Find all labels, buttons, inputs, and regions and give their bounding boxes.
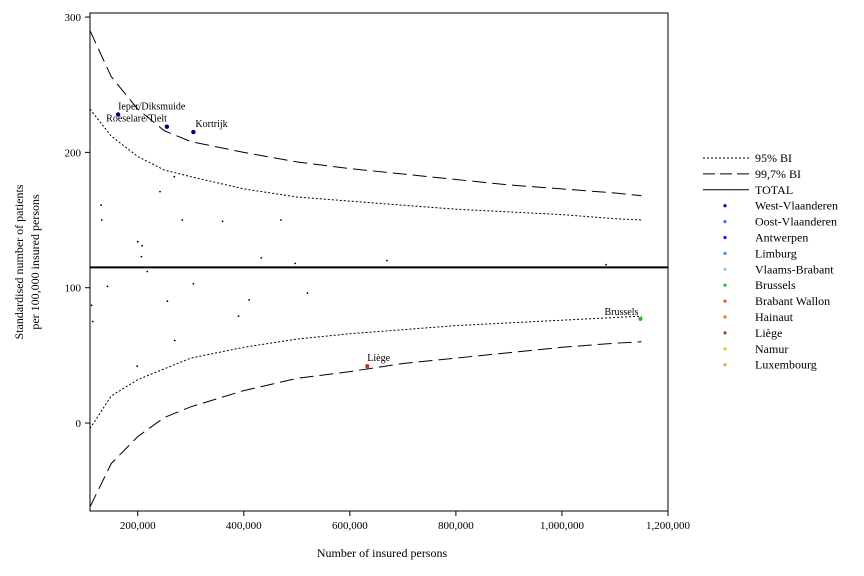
- point-label: Brussels: [604, 307, 638, 318]
- legend-marker: [723, 283, 727, 287]
- data-point: [260, 257, 263, 259]
- legend: 95% BI 99,7% BI TOTAL West-Vlaanderen Oost-V…: [703, 151, 838, 372]
- data-point: [386, 259, 388, 262]
- data-point: [192, 282, 195, 285]
- data-point: [173, 339, 176, 342]
- legend-entry: Brussels: [755, 278, 796, 292]
- data-point: [106, 285, 109, 288]
- data-point: [100, 219, 103, 221]
- labeled-data-point: [115, 112, 121, 117]
- band-997-lower-line: [89, 341, 642, 508]
- data-point: [294, 262, 297, 265]
- labeled-data-point: [365, 364, 370, 369]
- x-tick-label: 200,000: [120, 520, 156, 532]
- data-point: [248, 299, 251, 301]
- data-point: [146, 270, 149, 273]
- legend-entry: Vlaams-Brabant: [755, 262, 834, 276]
- point-label: Kortrijk: [195, 119, 227, 130]
- legend-marker: [723, 363, 727, 367]
- data-point: [166, 300, 169, 303]
- labeled-data-point: [191, 129, 196, 135]
- y-axis-label-line1: Standardised number of patients: [12, 184, 26, 339]
- data-point: [141, 244, 143, 247]
- legend-marker: [723, 267, 727, 271]
- x-tick-label: 600,000: [332, 520, 368, 532]
- plot-frame: [89, 12, 669, 512]
- legend-marker: [723, 204, 727, 208]
- x-axis-label: Number of insured persons: [317, 546, 448, 560]
- y-tick-label: 100: [65, 283, 82, 295]
- data-point: [173, 175, 176, 178]
- legend-entry: 95% BI: [755, 151, 792, 165]
- data-point: [90, 304, 93, 307]
- y-axis: 0 100 200 300: [65, 12, 90, 430]
- data-point: [306, 292, 309, 294]
- point-label: Roeselare/Tielt: [106, 114, 167, 125]
- x-tick-label: 400,000: [226, 520, 262, 532]
- legend-entry: Luxembourg: [755, 358, 817, 372]
- y-tick-label: 300: [65, 12, 82, 24]
- legend-entry: 99,7% BI: [755, 167, 801, 181]
- data-point: [280, 219, 282, 221]
- legend-marker: [723, 315, 727, 319]
- data-point: [100, 204, 102, 207]
- y-axis-label-line2: per 100,000 insured persons: [28, 194, 42, 330]
- band-95-upper-line: [89, 108, 642, 221]
- data-point: [221, 220, 224, 223]
- legend-entry: Brabant Wallon: [755, 294, 830, 308]
- x-tick-label: 1,200,000: [646, 520, 691, 532]
- legend-marker: [723, 331, 727, 335]
- legend-entry: Namur: [755, 342, 788, 356]
- data-point: [136, 240, 139, 243]
- legend-marker: [723, 220, 727, 224]
- y-tick-label: 200: [65, 147, 82, 159]
- x-tick-label: 800,000: [438, 520, 474, 532]
- band-95-lower-line: [89, 315, 642, 429]
- data-point: [181, 219, 184, 221]
- legend-marker: [723, 235, 727, 240]
- point-label: Ieper/Diksmuide: [118, 102, 186, 113]
- legend-entry: Limburg: [755, 246, 797, 260]
- legend-entry: TOTAL: [755, 183, 793, 197]
- legend-entry: Antwerpen: [755, 231, 808, 245]
- confidence-bands: [89, 30, 642, 508]
- labeled-data-point: [638, 316, 643, 321]
- x-tick-label: 1,000,000: [540, 520, 585, 532]
- x-axis: 200,000 400,000 600,000 800,000 1,000,000 1,2…: [120, 511, 691, 532]
- legend-marker: [723, 299, 727, 303]
- legend-entry: Oost-Vlaanderen: [755, 215, 837, 229]
- legend-entry: West-Vlaanderen: [755, 199, 838, 213]
- y-tick-label: 0: [76, 418, 82, 430]
- data-point: [237, 315, 240, 317]
- band-997-upper-line: [89, 30, 642, 197]
- data-point: [159, 190, 161, 193]
- legend-entry: Hainaut: [755, 310, 794, 324]
- data-point: [136, 365, 139, 368]
- point-label: Liège: [367, 353, 390, 364]
- labeled-data-point: [164, 124, 170, 129]
- data-point: [605, 263, 607, 266]
- data-point: [91, 320, 94, 323]
- data-point: [140, 255, 143, 258]
- legend-entry: Liège: [755, 326, 782, 340]
- legend-marker: [723, 251, 727, 255]
- legend-marker: [723, 347, 727, 351]
